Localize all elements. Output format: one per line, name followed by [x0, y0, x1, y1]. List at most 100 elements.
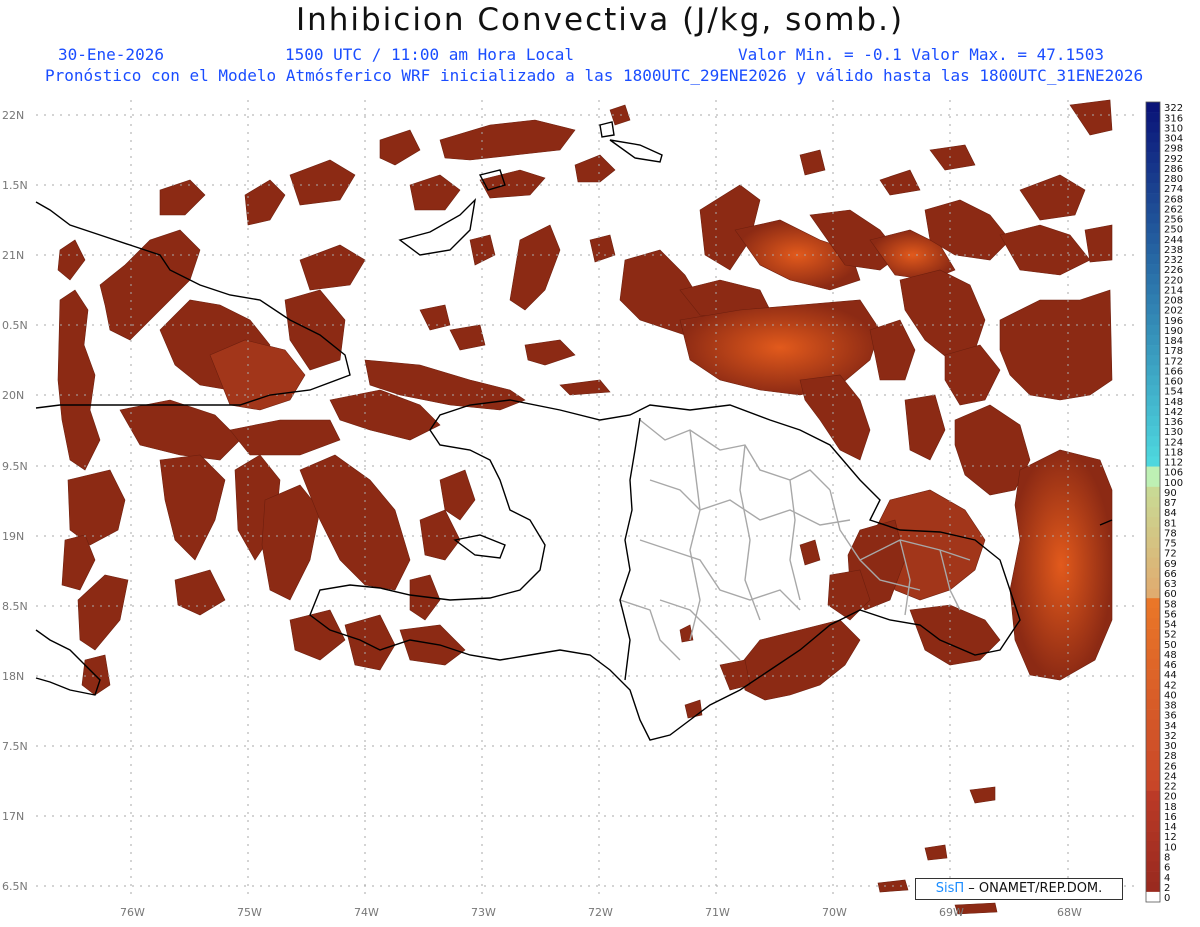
colorbar-swatch [1146, 567, 1160, 579]
colorbar-label: 196 [1164, 316, 1183, 327]
colorbar-swatch [1146, 183, 1160, 194]
colorbar-label: 112 [1164, 458, 1183, 469]
colorbar-label: 36 [1164, 711, 1177, 722]
colorbar-swatch [1146, 831, 1160, 842]
colorbar-swatch [1146, 577, 1160, 589]
lon-label: 71W [705, 906, 730, 919]
colorbar-swatch [1146, 274, 1160, 285]
lat-label: 18N [2, 670, 24, 683]
lat-label: 19N [2, 530, 24, 543]
colorbar-swatch [1146, 253, 1160, 265]
colorbar-label: 322 [1164, 103, 1183, 114]
colorbar-label: 124 [1164, 437, 1183, 448]
colorbar-swatch [1146, 851, 1160, 862]
colorbar-label: 310 [1164, 123, 1183, 134]
colorbar-swatch [1146, 304, 1160, 315]
colorbar-swatch [1146, 365, 1160, 376]
colorbar-swatch [1146, 122, 1160, 133]
colorbar-swatch [1146, 355, 1160, 366]
colorbar-label: 75 [1164, 539, 1177, 550]
colorbar-label: 38 [1164, 701, 1177, 712]
colorbar-swatch [1146, 547, 1160, 558]
colorbar-label: 226 [1164, 265, 1183, 276]
colorbar-swatch [1146, 891, 1160, 903]
lon-label: 73W [471, 906, 496, 919]
colorbar-label: 184 [1164, 336, 1183, 347]
colorbar-swatch [1146, 598, 1160, 609]
colorbar-label: 232 [1164, 255, 1183, 266]
colorbar-label: 46 [1164, 660, 1177, 671]
colorbar-swatch [1146, 203, 1160, 214]
colorbar-label: 56 [1164, 609, 1177, 620]
colorbar-label: 160 [1164, 377, 1183, 388]
colorbar-swatch [1146, 709, 1160, 721]
colorbar-swatch [1146, 820, 1160, 832]
colorbar-swatch [1146, 729, 1160, 741]
colorbar-label: 90 [1164, 488, 1177, 499]
lon-labels: 76W 75W 74W 73W 72W 71W 70W 69W 68W [120, 906, 1082, 919]
colorbar-label: 10 [1164, 842, 1177, 853]
colorbar-swatch [1146, 466, 1160, 477]
colorbar-swatch [1146, 345, 1160, 356]
colorbar-label: 202 [1164, 306, 1183, 317]
colorbar-swatch [1146, 760, 1160, 771]
colorbar-label: 316 [1164, 113, 1183, 124]
colorbar-label: 69 [1164, 559, 1177, 570]
min-max-values: Valor Min. = -0.1 Valor Max. = 47.1503 [738, 45, 1105, 64]
colorbar-swatch [1146, 395, 1160, 407]
credit-org: – ONAMET/REP.DOM. [968, 881, 1103, 896]
colorbar-label: 28 [1164, 751, 1177, 762]
colorbar-label: 130 [1164, 427, 1183, 438]
colorbar-swatch [1146, 193, 1160, 204]
colorbar-swatch [1146, 689, 1160, 700]
colorbar-label: 63 [1164, 579, 1177, 590]
colorbar-label: 81 [1164, 518, 1177, 529]
colorbar-swatch [1146, 294, 1160, 305]
colorbar-swatch [1146, 750, 1160, 761]
forecast-info: Pronóstico con el Modelo Atmósferico WRF… [45, 66, 1144, 85]
lat-labels: 22N 1.5N 21N 0.5N 20N 9.5N 19N 8.5N 18N … [2, 109, 28, 893]
colorbar-swatch [1146, 415, 1160, 427]
colorbar-swatch [1146, 841, 1160, 852]
colorbar-label: 118 [1164, 447, 1183, 458]
colorbar-label: 172 [1164, 356, 1183, 367]
colorbar-swatch [1146, 436, 1160, 447]
colorbar-swatch [1146, 780, 1160, 791]
colorbar-label: 87 [1164, 498, 1177, 509]
lon-label: 69W [939, 906, 964, 919]
colorbar-swatch [1146, 628, 1160, 640]
colorbar-swatch [1146, 233, 1160, 245]
colorbar-swatch [1146, 507, 1160, 518]
colorbar-swatch [1146, 324, 1160, 336]
colorbar-swatch [1146, 223, 1160, 234]
colorbar-label: 100 [1164, 478, 1183, 489]
colorbar-label: 12 [1164, 832, 1177, 843]
colorbar-label: 32 [1164, 731, 1177, 742]
colorbar-label: 286 [1164, 164, 1183, 175]
colorbar-label: 42 [1164, 680, 1177, 691]
map-title: Inhibicion Convectiva (J/kg, somb.) [295, 2, 905, 38]
colorbar-label: 2 [1164, 883, 1170, 894]
colorbar-swatch [1146, 405, 1160, 417]
colorbar-label: 274 [1164, 184, 1183, 195]
colorbar-swatch [1146, 213, 1160, 224]
colorbar-label: 280 [1164, 174, 1183, 185]
colorbar-label: 190 [1164, 326, 1183, 337]
colorbar-label: 24 [1164, 771, 1177, 782]
colorbar-label: 142 [1164, 407, 1183, 418]
colorbar-swatch [1146, 284, 1160, 295]
colorbar-label: 34 [1164, 721, 1177, 732]
colorbar-label: 20 [1164, 792, 1177, 803]
forecast-date: 30-Ene-2026 [58, 45, 164, 64]
lon-label: 76W [120, 906, 145, 919]
colorbar-swatch [1146, 385, 1160, 396]
colorbar-label: 238 [1164, 245, 1183, 256]
colorbar-swatch [1146, 618, 1160, 629]
colorbar-swatch [1146, 496, 1160, 508]
colorbar-swatch [1146, 679, 1160, 690]
colorbar-label: 14 [1164, 822, 1177, 833]
lon-label: 72W [588, 906, 613, 919]
colorbar-swatch [1146, 861, 1160, 872]
colorbar-label: 40 [1164, 690, 1177, 701]
colorbar-label: 48 [1164, 650, 1177, 661]
